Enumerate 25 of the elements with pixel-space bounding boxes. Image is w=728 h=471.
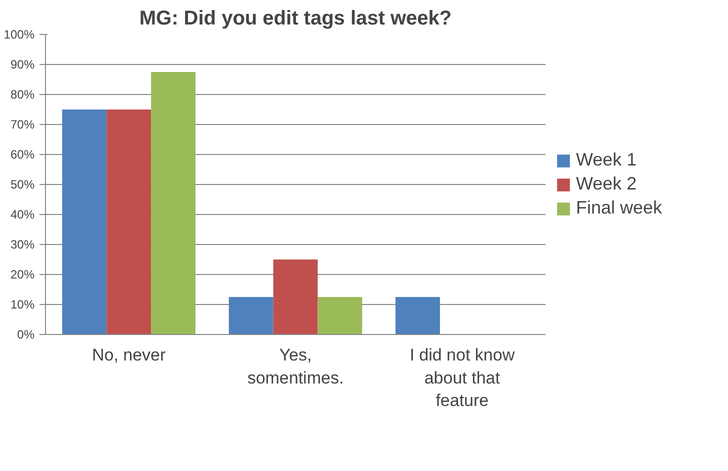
y-tick-label: 30% (10, 238, 35, 252)
y-tick-label: 0% (17, 328, 35, 342)
x-tick-label: I did not know about that feature (410, 346, 516, 410)
chart-title: MG: Did you edit tags last week? (139, 8, 452, 30)
bar (273, 260, 318, 334)
y-tick-label: 70% (10, 118, 35, 132)
y-tick-label: 10% (10, 298, 35, 312)
y-tick-label: 50% (10, 178, 35, 192)
y-tick-label: 20% (10, 268, 35, 282)
y-tick-label: 60% (10, 148, 35, 162)
y-tick-label: 90% (10, 58, 35, 72)
x-tick-label: No, never (92, 346, 166, 364)
legend-label: Final week (576, 198, 662, 218)
x-tick-label: Yes, somentimes. (247, 346, 344, 388)
legend-label: Week 2 (576, 174, 637, 194)
y-tick-label: 40% (10, 208, 35, 222)
legend-label: Week 1 (576, 150, 637, 170)
bar (228, 297, 274, 334)
bar (318, 297, 362, 334)
y-tick-label: 100% (4, 28, 35, 42)
bar (151, 72, 196, 334)
bar (396, 297, 440, 334)
y-tick-label: 80% (10, 88, 35, 102)
bar (62, 110, 107, 334)
bar (106, 110, 152, 334)
